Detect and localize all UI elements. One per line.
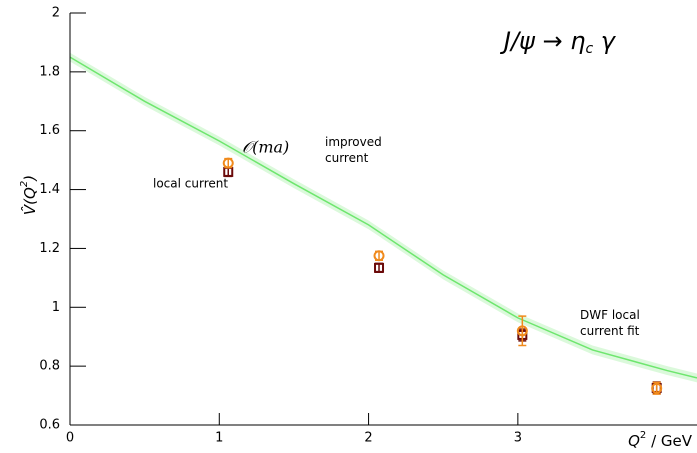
point <box>374 262 385 273</box>
fit-curve <box>69 56 697 379</box>
x-tick-label: 1 <box>215 431 223 446</box>
error-bar <box>518 315 527 347</box>
y-tick-label: 1.2 <box>39 241 60 256</box>
y-label-tail: ) <box>21 175 39 182</box>
x-axis-label: Q2 / GeV <box>628 430 693 450</box>
x-label-tail: / GeV <box>646 432 692 450</box>
point <box>222 157 234 169</box>
y-tick-label: 1.6 <box>39 123 60 138</box>
title-sub: c <box>585 41 593 57</box>
y-tick-label: 1.8 <box>39 64 60 79</box>
legend-improved-prefix: 𝒪(ma) <box>242 138 289 157</box>
y-label-main: V̂(Q <box>20 187 39 215</box>
y-tick-label: 1.4 <box>39 182 60 197</box>
point <box>516 325 528 337</box>
point <box>373 250 385 262</box>
y-axis-label: V̂(Q2) <box>19 175 39 215</box>
x-tick-label: 2 <box>364 431 372 446</box>
y-tick-label: 0.6 <box>39 418 60 433</box>
legend-improved: improved current <box>325 135 382 165</box>
x-tick-label: 3 <box>514 431 522 446</box>
y-tick-label: 1 <box>52 300 60 315</box>
x-label-sup: 2 <box>640 430 646 441</box>
y-tick-label: 2 <box>52 6 60 21</box>
y-label-sup: 2 <box>19 181 30 187</box>
title-tail: γ <box>593 27 617 55</box>
legend-local: local current <box>153 177 228 191</box>
title-main: J/ψ → η <box>500 27 586 55</box>
x-label-main: Q <box>628 432 640 450</box>
chart-title: J/ψ → ηc γ <box>500 27 617 57</box>
y-tick-label: 0.8 <box>39 359 60 374</box>
legend-fit: DWF local current fit <box>580 308 640 338</box>
x-tick-label: 0 <box>66 431 74 446</box>
point <box>651 382 663 394</box>
